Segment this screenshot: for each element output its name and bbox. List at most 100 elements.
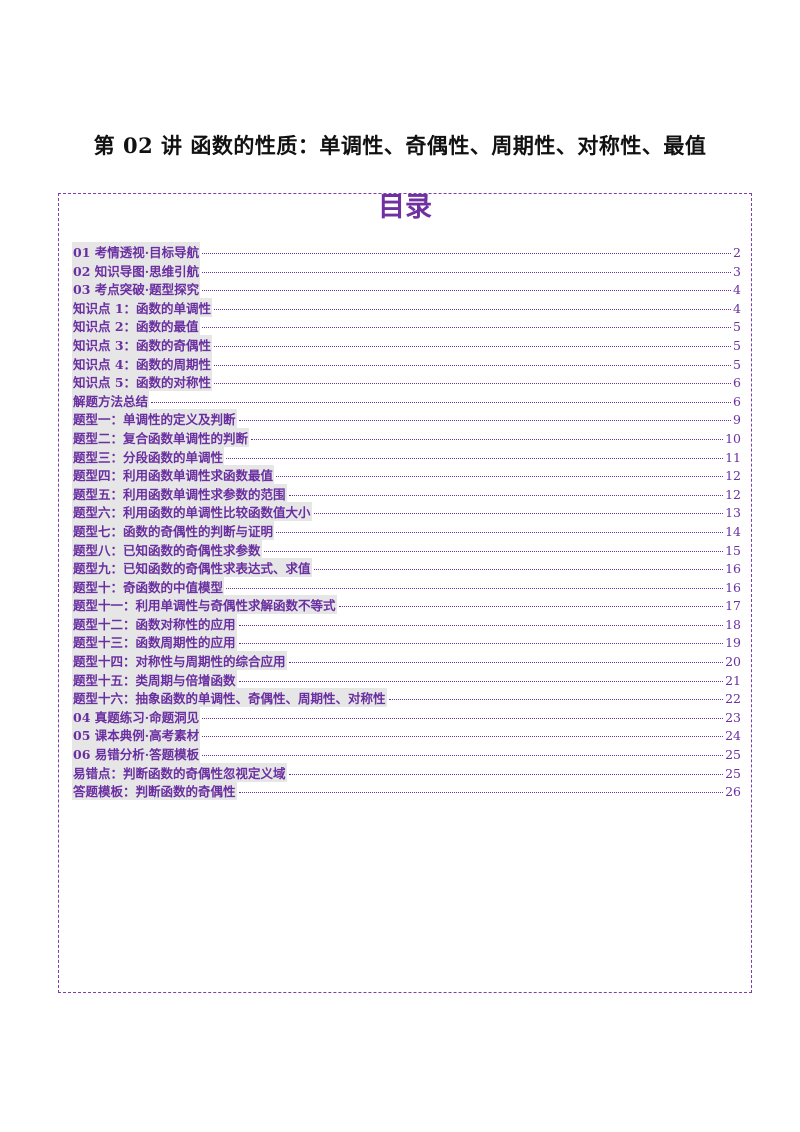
toc-entry[interactable]: 易错点：判断函数的奇偶性忽视定义域 25 (72, 762, 741, 782)
toc-entry[interactable]: 题型六：利用函数的单调性比较函数值大小 13 (72, 502, 741, 522)
toc-entry-label[interactable]: 题型九：已知函数的奇偶性求表达式、求值 (72, 558, 312, 578)
toc-entry[interactable]: 答题模板：判断函数的奇偶性 26 (72, 781, 741, 801)
toc-entry[interactable]: 知识点 2：函数的最值 5 (72, 316, 741, 336)
toc-entry-page-number[interactable]: 9 (733, 412, 741, 428)
toc-entry-label[interactable]: 01 考情透视·目标导航 (72, 242, 201, 261)
toc-entry-label[interactable]: 知识点 3：函数的奇偶性 (72, 334, 213, 354)
toc-entry[interactable]: 解题方法总结 6 (72, 390, 741, 410)
toc-entry-page-number[interactable]: 11 (725, 449, 741, 465)
toc-entry[interactable]: 题型三：分段函数的单调性 11 (72, 446, 741, 466)
toc-entry-label[interactable]: 题型一：单调性的定义及判断 (72, 409, 237, 429)
toc-entry-page-number[interactable]: 4 (733, 300, 741, 316)
toc-entry-label[interactable]: 题型十三：函数周期性的应用 (72, 632, 237, 652)
toc-entry[interactable]: 题型五：利用函数单调性求参数的范围 12 (72, 483, 741, 503)
toc-entry-label[interactable]: 易错点：判断函数的奇偶性忽视定义域 (72, 762, 287, 782)
toc-entry[interactable]: 05 课本典例·高考素材 24 (72, 725, 741, 745)
toc-leader-dots (313, 569, 724, 571)
toc-entry-label[interactable]: 知识点 5：函数的对称性 (72, 372, 213, 392)
toc-entry-label[interactable]: 知识点 4：函数的周期性 (72, 353, 213, 373)
toc-entry-label[interactable]: 题型七：函数的奇偶性的判断与证明 (72, 520, 275, 540)
toc-entry-label[interactable]: 题型十：奇函数的中值模型 (72, 576, 225, 596)
toc-entry-page-number[interactable]: 25 (725, 747, 741, 763)
toc-entry[interactable]: 题型十六：抽象函数的单调性、奇偶性、周期性、对称性 22 (72, 688, 741, 708)
toc-entry[interactable]: 题型十五：类周期与倍增函数 21 (72, 669, 741, 689)
toc-leader-dots (313, 513, 724, 515)
toc-entry-page-number[interactable]: 14 (725, 523, 741, 539)
toc-entry-label[interactable]: 知识点 1：函数的单调性 (72, 297, 213, 317)
toc-leader-dots (288, 662, 724, 664)
toc-entry[interactable]: 题型十二：函数对称性的应用 18 (72, 613, 741, 633)
toc-entry-label[interactable]: 答题模板：判断函数的奇偶性 (72, 781, 237, 801)
toc-entry-label[interactable]: 题型十六：抽象函数的单调性、奇偶性、周期性、对称性 (72, 688, 387, 708)
toc-leader-dots (202, 736, 724, 738)
toc-entry[interactable]: 题型四：利用函数单调性求函数最值 12 (72, 465, 741, 485)
toc-entry[interactable]: 知识点 3：函数的奇偶性 5 (72, 334, 741, 354)
toc-entry-label[interactable]: 05 课本典例·高考素材 (72, 725, 201, 745)
toc-leader-dots (276, 531, 724, 533)
toc-entry-label[interactable]: 06 易错分析·答题模板 (72, 744, 201, 764)
toc-entry-label[interactable]: 题型三：分段函数的单调性 (72, 446, 225, 466)
toc-entry-label[interactable]: 题型十五：类周期与倍增函数 (72, 669, 237, 689)
toc-entry[interactable]: 题型十三：函数周期性的应用 19 (72, 632, 741, 652)
toc-entry[interactable]: 知识点 1：函数的单调性 4 (72, 297, 741, 317)
toc-entry[interactable]: 知识点 5：函数的对称性 6 (72, 372, 741, 392)
toc-entry-page-number[interactable]: 25 (725, 765, 741, 781)
toc-entry-page-number[interactable]: 15 (725, 542, 741, 558)
toc-entry-page-number[interactable]: 5 (733, 337, 741, 353)
toc-entry-page-number[interactable]: 5 (733, 356, 741, 372)
toc-entry[interactable]: 01 考情透视·目标导航 2 (72, 242, 741, 261)
toc-entry-label[interactable]: 题型八：已知函数的奇偶性求参数 (72, 539, 262, 559)
toc-entry-label[interactable]: 题型二：复合函数单调性的判断 (72, 427, 250, 447)
toc-entry-page-number[interactable]: 16 (725, 579, 741, 595)
toc-entry-page-number[interactable]: 20 (725, 654, 741, 670)
toc-entry-page-number[interactable]: 23 (725, 709, 741, 725)
toc-entry-page-number[interactable]: 22 (725, 691, 741, 707)
toc-entry-page-number[interactable]: 16 (725, 561, 741, 577)
toc-entry-page-number[interactable]: 10 (725, 430, 741, 446)
toc-entry-label[interactable]: 题型十一：利用单调性与奇偶性求解函数不等式 (72, 595, 337, 615)
toc-entry-page-number[interactable]: 21 (725, 672, 741, 688)
toc-entry-page-number[interactable]: 12 (725, 468, 741, 484)
toc-entry[interactable]: 04 真题练习·命题洞见 23 (72, 706, 741, 726)
toc-entry-page-number[interactable]: 6 (733, 393, 741, 409)
toc-leader-dots (202, 755, 724, 757)
toc-entry-page-number[interactable]: 12 (725, 486, 741, 502)
toc-entry[interactable]: 题型十四：对称性与周期性的综合应用 20 (72, 651, 741, 671)
toc-leader-dots (288, 773, 724, 775)
toc-entry[interactable]: 题型十：奇函数的中值模型 16 (72, 576, 741, 596)
toc-entry-label[interactable]: 03 考点突破·题型探究 (72, 279, 201, 299)
toc-entry-page-number[interactable]: 19 (725, 635, 741, 651)
toc-entry[interactable]: 06 易错分析·答题模板 25 (72, 744, 741, 764)
toc-entry[interactable]: 题型七：函数的奇偶性的判断与证明 14 (72, 520, 741, 540)
toc-entry-label[interactable]: 题型五：利用函数单调性求参数的范围 (72, 483, 287, 503)
toc-entry-label[interactable]: 解题方法总结 (72, 390, 150, 410)
toc-entry-label[interactable]: 02 知识导图·思维引航 (72, 260, 201, 280)
toc-entry-label[interactable]: 04 真题练习·命题洞见 (72, 706, 201, 726)
toc-entry-label[interactable]: 题型六：利用函数的单调性比较函数值大小 (72, 502, 312, 522)
toc-leader-dots (251, 438, 724, 440)
toc-entry[interactable]: 题型九：已知函数的奇偶性求表达式、求值 16 (72, 558, 741, 578)
toc-entry-page-number[interactable]: 17 (725, 598, 741, 614)
toc-entry[interactable]: 03 考点突破·题型探究 4 (72, 279, 741, 299)
toc-entry[interactable]: 题型二：复合函数单调性的判断 10 (72, 427, 741, 447)
toc-entry[interactable]: 题型八：已知函数的奇偶性求参数 15 (72, 539, 741, 559)
toc-entry[interactable]: 02 知识导图·思维引航 3 (72, 260, 741, 280)
toc-entry-page-number[interactable]: 26 (725, 784, 741, 800)
toc-entry-label[interactable]: 题型十二：函数对称性的应用 (72, 613, 237, 633)
toc-leader-dots (151, 401, 732, 403)
toc-entry-page-number[interactable]: 6 (733, 375, 741, 391)
toc-entry-page-number[interactable]: 13 (725, 505, 741, 521)
toc-entry-label[interactable]: 题型十四：对称性与周期性的综合应用 (72, 651, 287, 671)
toc-entry-label[interactable]: 知识点 2：函数的最值 (72, 316, 200, 336)
toc-entry-label[interactable]: 题型四：利用函数单调性求函数最值 (72, 465, 275, 485)
toc-entry-page-number[interactable]: 3 (733, 263, 741, 279)
toc-entry[interactable]: 知识点 4：函数的周期性 5 (72, 353, 741, 373)
toc-entry-page-number[interactable]: 4 (733, 282, 741, 298)
toc-entry[interactable]: 题型十一：利用单调性与奇偶性求解函数不等式 17 (72, 595, 741, 615)
toc-leader-dots (238, 420, 732, 422)
toc-entry-page-number[interactable]: 5 (733, 319, 741, 335)
toc-entry-page-number[interactable]: 18 (725, 616, 741, 632)
toc-entry[interactable]: 题型一：单调性的定义及判断 9 (72, 409, 741, 429)
toc-entry-page-number[interactable]: 24 (725, 728, 741, 744)
toc-entry-page-number[interactable]: 2 (733, 245, 741, 260)
